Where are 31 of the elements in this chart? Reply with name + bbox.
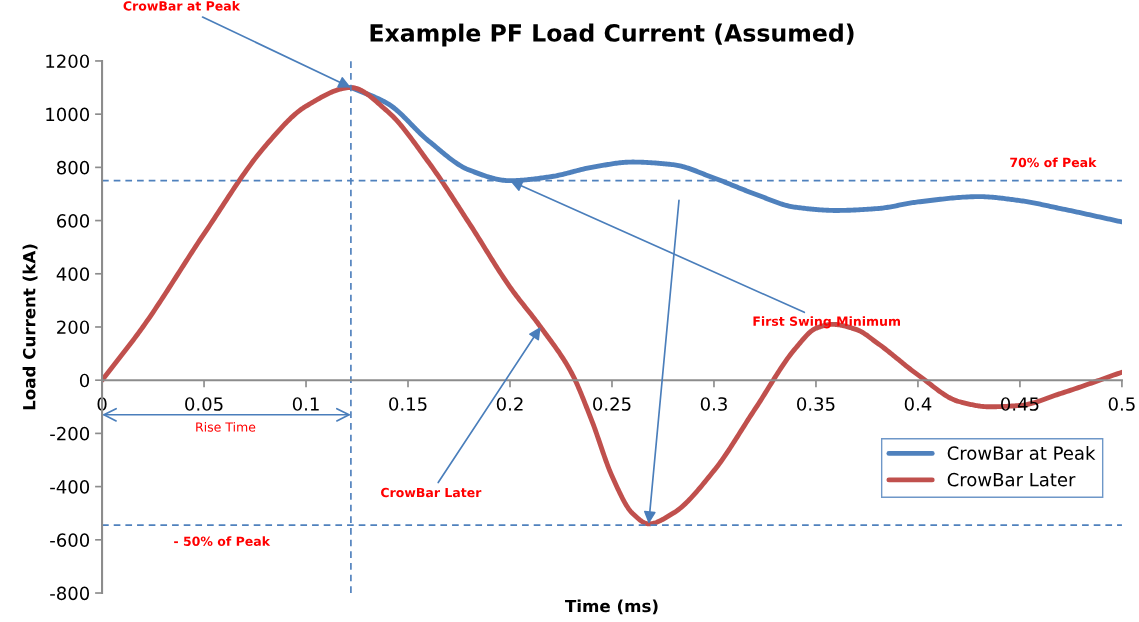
- ref-line-label: 70% of Peak: [1010, 157, 1097, 168]
- legend-label: CrowBar Later: [947, 472, 1076, 487]
- y-tick-label: 800: [57, 160, 90, 175]
- y-tick-label: 400: [56, 267, 90, 281]
- annotation: First Swing Minimum: [753, 316, 900, 329]
- x-tick-label: 0.1: [292, 397, 319, 411]
- annotation: CrowBar at Peak: [123, 0, 241, 11]
- y-tick-label: -200: [50, 426, 90, 441]
- y-tick-label: -600: [50, 533, 90, 547]
- x-tick-label: 0.15: [389, 397, 427, 411]
- ref-line-label: - 50% of Peak: [174, 536, 271, 546]
- x-axis-title: Time (ms): [565, 599, 658, 615]
- x-tick-label: 0.35: [797, 397, 835, 411]
- y-tick-label: 0: [79, 373, 90, 388]
- x-tick-label: 0.25: [593, 397, 631, 411]
- y-tick-label: 200: [57, 320, 90, 335]
- x-tick-label: 0.5: [1108, 397, 1135, 411]
- chart-title: Example PF Load Current (Assumed): [370, 23, 854, 47]
- legend-label: CrowBar at Peak: [947, 445, 1096, 460]
- x-tick-label: 0.05: [185, 397, 223, 411]
- x-tick-label: 0.4: [904, 397, 932, 411]
- y-tick-label: 1200: [46, 54, 90, 69]
- x-tick-label: 0.2: [496, 397, 523, 411]
- annotation: CrowBar Later: [381, 487, 482, 498]
- y-axis-title: Load Current (kA): [22, 244, 38, 410]
- y-tick-label: -400: [50, 480, 90, 494]
- y-tick-label: 1000: [46, 107, 90, 122]
- y-tick-label: 600: [57, 214, 90, 228]
- x-tick-label: 0.3: [700, 397, 727, 411]
- y-tick-label: -800: [50, 586, 90, 601]
- annotation: Rise Time: [196, 422, 256, 432]
